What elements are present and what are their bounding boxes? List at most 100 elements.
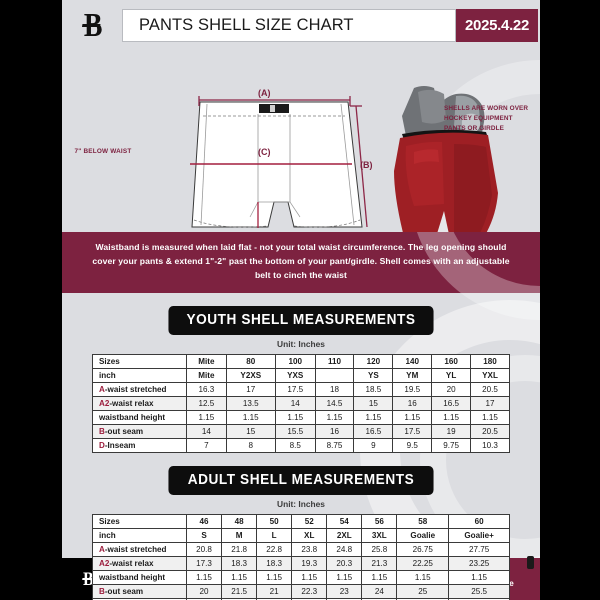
table-cell: YS [353, 367, 394, 383]
table-cell: 18.3 [256, 555, 293, 571]
table-cell: 22.3 [291, 583, 328, 599]
table-cell: YXL [470, 367, 510, 383]
row-label: inch [92, 367, 187, 383]
table-row: Sizes 46 48 50 52 54 56 58 60 [92, 513, 510, 529]
table-cell: 52 [291, 513, 328, 529]
diagram-label-c: (C) [258, 147, 271, 157]
size-chart-page: B PANTS SHELL SIZE CHART 2025.4.22 [62, 0, 540, 600]
table-cell: 180 [470, 353, 510, 369]
table-cell: 19.5 [392, 381, 433, 397]
table-row: A2-waist relax 17.3 18.3 18.3 19.3 20.3 21.3 22… [92, 555, 510, 571]
table-row: inch S M L XL 2XL 3XL Goalie Goalie+ [92, 527, 510, 543]
table-cell: 13.5 [225, 395, 276, 411]
table-cell: 12.8 [361, 597, 398, 600]
table-row: D-Inseam 7 8 8.5 8.75 9 9.5 9.75 10.3 [92, 437, 510, 453]
table-cell: Y2XS [225, 367, 276, 383]
mannequin-shell-photo [394, 86, 498, 232]
table-cell: 16.5 [353, 423, 394, 439]
table-cell: L [256, 527, 293, 543]
row-label: A2-waist relax [92, 395, 187, 411]
table-cell: 1.15 [361, 569, 398, 585]
table-cell: Mite [186, 367, 227, 383]
table-cell: 120 [353, 353, 394, 369]
table-cell: 18.5 [353, 381, 394, 397]
shells-worn-note: SHELLS ARE WORN OVER HOCKEY EQUIPMENT PA… [444, 105, 529, 132]
table-cell: 50 [256, 513, 293, 529]
table-cell: YM [392, 367, 433, 383]
table-cell: 20.3 [326, 555, 363, 571]
adult-table-body: Sizes 46 48 50 52 54 56 58 60 inch S M L XL 2XL 3XL Goal… [92, 513, 510, 600]
adult-section-heading: ADULT SHELL MEASUREMENTS [168, 465, 434, 495]
table-cell: 23.25 [448, 555, 510, 571]
row-label-prefix: A [99, 544, 105, 554]
adult-unit-label: Unit: Inches [277, 498, 325, 509]
table-cell: 15 [353, 395, 394, 411]
youth-section-heading: YOUTH SHELL MEASUREMENTS [168, 305, 434, 335]
table-cell: 17 [470, 395, 510, 411]
table-cell: M [221, 527, 258, 543]
row-label: Sizes [92, 353, 187, 369]
table-cell: 20.5 [470, 423, 510, 439]
adult-table-wrapper: Sizes 46 48 50 52 54 56 58 60 inch S M L XL 2XL 3XL Goal… [92, 513, 510, 600]
table-cell: 1.15 [392, 409, 433, 425]
table-cell: 16 [314, 423, 355, 439]
row-label: A-waist stretched [92, 381, 187, 397]
table-cell: 17.5 [274, 381, 316, 397]
row-label: Sizes [92, 513, 187, 529]
table-cell: 18.3 [221, 555, 258, 571]
adult-measurements-table: Sizes 46 48 50 52 54 56 58 60 inch S M L XL 2XL 3XL Goal… [92, 513, 510, 600]
table-row: waistband height 1.15 1.15 1.15 1.15 1.15 1.15… [92, 569, 510, 585]
title-bar: PANTS SHELL SIZE CHART [122, 9, 456, 42]
table-cell: 9 [353, 437, 394, 453]
table-cell: 15.5 [274, 423, 316, 439]
table-cell: YXS [274, 367, 316, 383]
table-cell: 7 [186, 437, 227, 453]
table-cell: 20.5 [470, 381, 510, 397]
table-cell: Goalie [396, 527, 450, 543]
table-cell: 100 [274, 353, 316, 369]
table-row: B-out seam 14 15 15.5 16 16.5 17.5 19 20.5 [92, 423, 510, 439]
pants-technical-drawing [190, 86, 498, 232]
brand-logo: B [62, 8, 122, 42]
row-label: waistband height [92, 409, 187, 425]
table-cell: 14.5 [314, 395, 355, 411]
table-row: A2-waist relax 12.5 13.5 14 14.5 15 16 16.5 17 [92, 395, 510, 411]
table-cell: 1.15 [186, 409, 227, 425]
youth-unit-label: Unit: Inches [277, 338, 325, 349]
row-label-prefix: D [99, 440, 105, 450]
table-cell: 26.75 [396, 541, 450, 557]
table-cell: 2XL [326, 527, 363, 543]
table-cell: 21.3 [361, 555, 398, 571]
table-cell: 1.15 [314, 409, 355, 425]
table-cell: 48 [221, 513, 258, 529]
table-cell: 21.8 [221, 541, 258, 557]
table-cell: 20 [431, 381, 472, 397]
table-cell: 3XL [361, 527, 398, 543]
table-row: A-waist stretched 20.8 21.8 22.8 23.8 24.8 25.… [92, 541, 510, 557]
table-cell: 1.15 [221, 569, 258, 585]
table-cell: Mite [186, 353, 227, 369]
table-cell: 1.15 [185, 569, 223, 585]
measurement-diagram: 7" BELOW WAIST (A) (B) (C) (D) SHELLS AR… [62, 42, 540, 261]
row-label: A2-waist relax [92, 555, 187, 571]
table-cell: 60 [448, 513, 510, 529]
table-cell: 46 [185, 513, 223, 529]
table-cell: 17 [225, 381, 276, 397]
adult-section: ADULT SHELL MEASUREMENTS Unit: Inches Si… [62, 453, 540, 600]
table-cell: 21.5 [221, 583, 258, 599]
table-cell: 14 [186, 423, 227, 439]
breakaway-b-monogram-icon: B [83, 568, 94, 590]
table-cell: Goalie+ [448, 527, 510, 543]
table-cell: 1.15 [326, 569, 363, 585]
table-cell: 27.75 [448, 541, 510, 557]
row-label: inch [92, 527, 187, 543]
table-cell: 14 [274, 395, 316, 411]
table-cell: 20.8 [185, 541, 223, 557]
table-cell: 56 [361, 513, 398, 529]
table-cell: 22.25 [396, 555, 450, 571]
table-cell: 8 [225, 437, 276, 453]
row-label: D-Inseam [92, 437, 187, 453]
table-cell: XL [291, 527, 328, 543]
table-cell: 160 [431, 353, 472, 369]
table-cell: 58 [396, 513, 450, 529]
